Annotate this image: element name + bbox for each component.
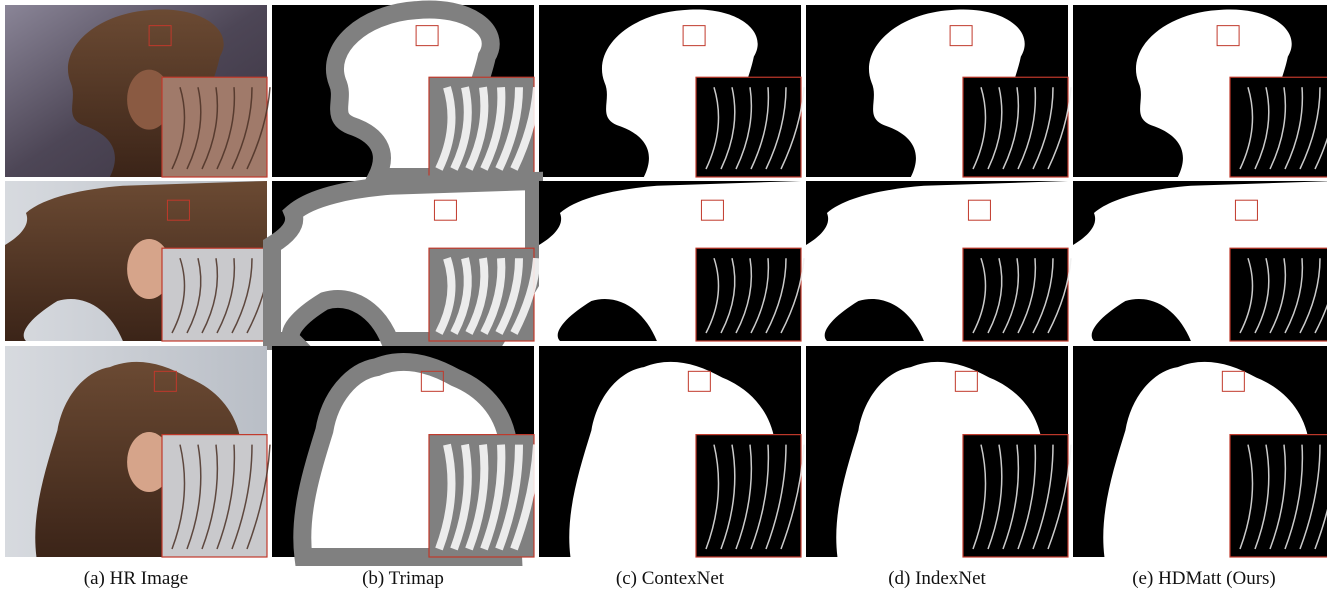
page: {"captions": ["(a) HR Image", "(b) Trima… (0, 0, 1327, 595)
panel (539, 346, 804, 557)
inset (1230, 77, 1327, 177)
panel (1073, 346, 1327, 557)
panel (5, 346, 270, 557)
panel (272, 5, 537, 177)
caption: (b) Trimap (362, 568, 444, 589)
inset (1230, 435, 1327, 557)
caption: (e) HDMatt (Ours) (1132, 568, 1276, 589)
panel (806, 5, 1071, 177)
caption: (a) HR Image (84, 568, 188, 589)
captions: (a) HR Image (b) Trimap (c) ContexNet (d) I… (84, 568, 1276, 589)
panel (5, 181, 270, 341)
panel (1073, 181, 1327, 341)
panel (806, 181, 1071, 341)
panel (5, 5, 270, 177)
panel (806, 346, 1071, 557)
figure: (a) HR Image (b) Trimap (c) ContexNet (d) I… (0, 0, 1327, 595)
panel-grid (5, 5, 1327, 557)
panel (272, 346, 537, 557)
inset (1230, 248, 1327, 341)
panel (539, 5, 804, 177)
caption: (c) ContexNet (616, 568, 725, 589)
panel (539, 181, 804, 341)
caption: (d) IndexNet (888, 568, 986, 589)
panel (272, 181, 537, 341)
panel (1073, 5, 1327, 177)
